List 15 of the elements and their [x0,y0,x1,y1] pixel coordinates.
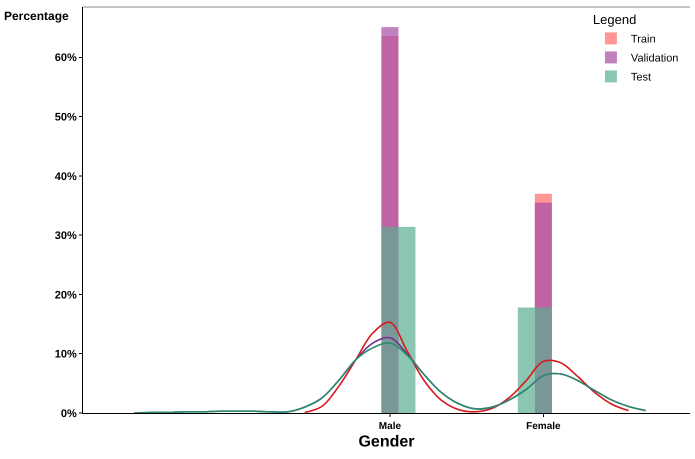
y-tick-label: 60% [54,52,78,64]
legend-title: Legend [592,12,636,27]
y-axis-title: Percentage [4,9,70,23]
y-tick-label: 40% [54,170,78,183]
y-tick-label: 10% [54,348,78,361]
legend-label: Validation [630,52,678,65]
x-tick-label: Female [526,421,562,432]
y-tick-label: 50% [54,112,78,124]
y-tick-label: 30% [54,230,78,242]
y-tick-label: 20% [54,289,78,302]
y-tick-label: 0% [60,408,78,420]
x-axis-title: Gender [358,434,415,451]
legend-label: Train [630,34,656,46]
legend-label: Test [630,72,652,84]
x-tick-label: Male [378,421,402,432]
